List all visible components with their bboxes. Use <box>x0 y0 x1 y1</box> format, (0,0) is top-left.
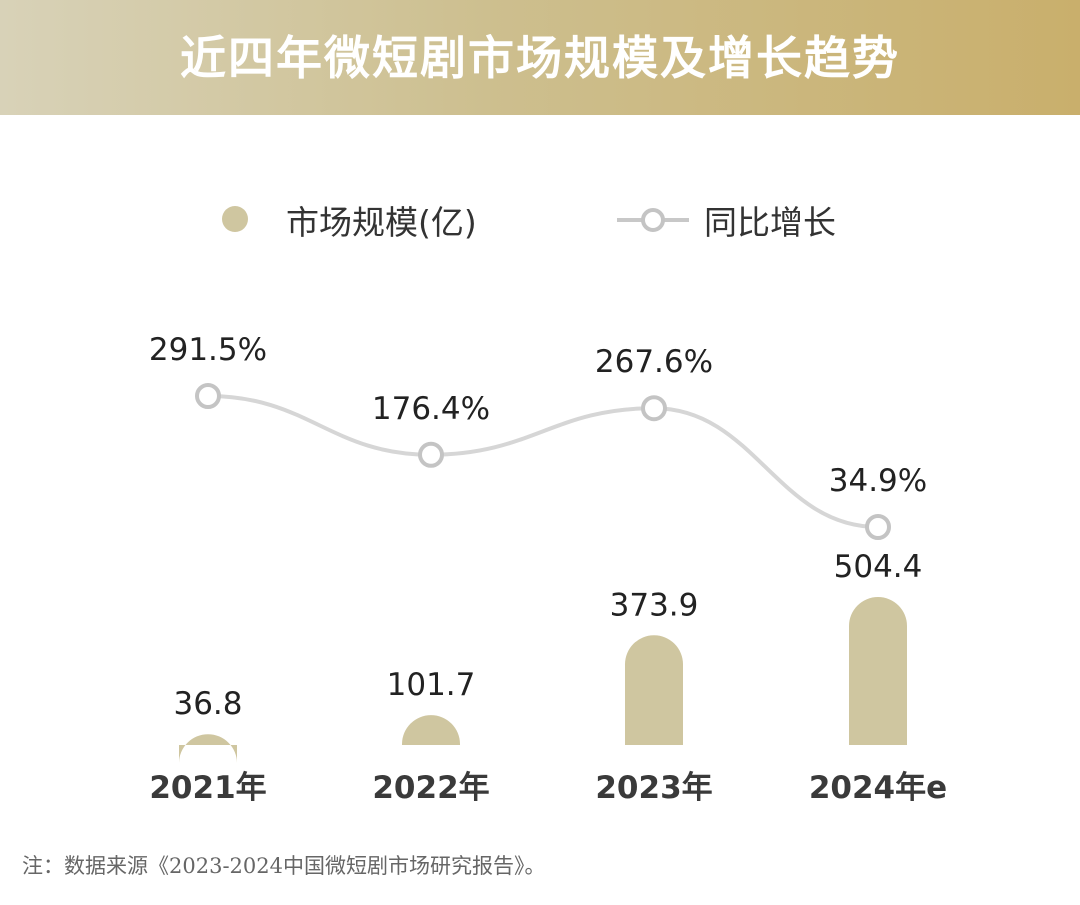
legend-bar-label: 市场规模(亿) <box>286 203 477 242</box>
growth-value-label-3: 267.6% <box>595 344 713 380</box>
bar-value-label-2: 101.7 <box>387 667 476 703</box>
source-footnote: 注：数据来源《2023-2024中国微短剧市场研究报告》。 <box>22 854 546 878</box>
growth-point-3 <box>641 395 667 422</box>
growth-line <box>207 394 879 529</box>
title-banner: 近四年微短剧市场规模及增长趋势 <box>0 0 1080 115</box>
chart-legend: 市场规模(亿) 同比增长 <box>0 190 1080 250</box>
bar-value-label-4: 504.4 <box>834 549 923 585</box>
x-tick-label-2: 2022年 <box>372 770 489 806</box>
growth-value-label-1: 291.5% <box>149 332 267 368</box>
chart-title: 近四年微短剧市场规模及增长趋势 <box>180 31 900 85</box>
bar-value-label-3: 373.9 <box>610 587 699 623</box>
growth-point-4 <box>865 514 891 540</box>
growth-value-label-4: 34.9% <box>829 463 927 499</box>
growth-value-label-2: 176.4% <box>372 391 490 427</box>
x-tick-label-3: 2023年 <box>595 770 712 806</box>
legend-bar-swatch <box>222 206 248 232</box>
bar-4 <box>849 597 907 745</box>
growth-point-2 <box>418 441 444 468</box>
bar-2 <box>402 715 460 745</box>
bar-value-label-1: 36.8 <box>173 686 242 722</box>
legend-line-label: 同比增长 <box>704 203 836 242</box>
bar-1 <box>179 734 237 764</box>
legend-line-swatch <box>617 208 689 232</box>
growth-point-1 <box>195 383 221 409</box>
bar-3 <box>625 635 683 745</box>
x-tick-label-1: 2021年 <box>149 770 266 806</box>
x-tick-label-4: 2024年e <box>809 770 947 806</box>
